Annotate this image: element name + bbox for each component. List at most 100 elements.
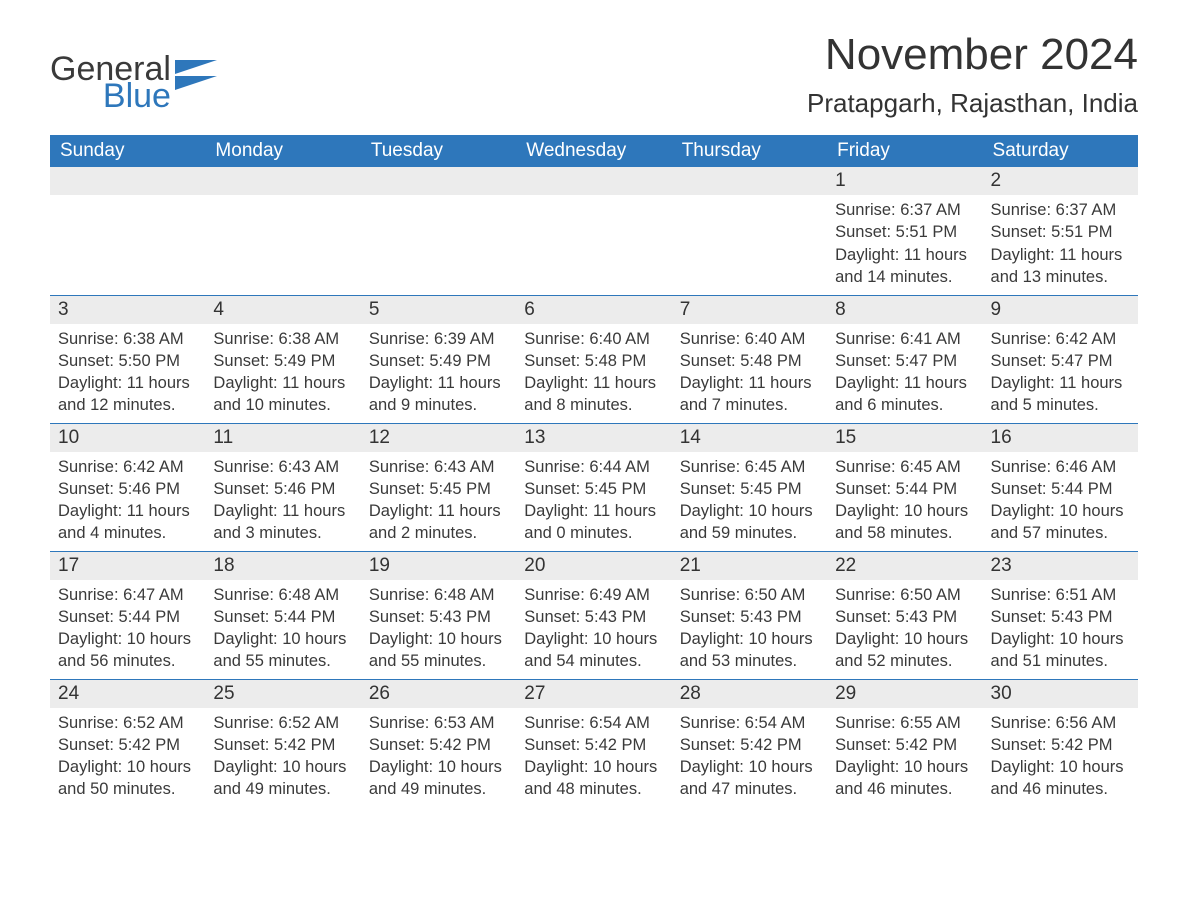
sunset-text: Sunset: 5:43 PM: [991, 606, 1130, 628]
sunrise-text: Sunrise: 6:40 AM: [680, 328, 819, 350]
calendar-day-cell: 20Sunrise: 6:49 AMSunset: 5:43 PMDayligh…: [516, 551, 671, 679]
calendar-day-cell: 18Sunrise: 6:48 AMSunset: 5:44 PMDayligh…: [205, 551, 360, 679]
daylight-text: Daylight: 11 hours and 3 minutes.: [213, 500, 352, 545]
title-block: November 2024 Pratapgarh, Rajasthan, Ind…: [807, 30, 1138, 119]
sunrise-text: Sunrise: 6:54 AM: [524, 712, 663, 734]
sunset-text: Sunset: 5:48 PM: [524, 350, 663, 372]
sunrise-text: Sunrise: 6:50 AM: [680, 584, 819, 606]
daylight-text: Daylight: 11 hours and 9 minutes.: [369, 372, 508, 417]
day-details: Sunrise: 6:38 AMSunset: 5:49 PMDaylight:…: [205, 324, 360, 423]
sunrise-text: Sunrise: 6:50 AM: [835, 584, 974, 606]
daylight-text: Daylight: 10 hours and 49 minutes.: [213, 756, 352, 801]
day-number: 5: [361, 296, 516, 324]
day-details: Sunrise: 6:52 AMSunset: 5:42 PMDaylight:…: [205, 708, 360, 807]
day-number: 10: [50, 424, 205, 452]
day-number: [205, 167, 360, 195]
day-details: Sunrise: 6:48 AMSunset: 5:44 PMDaylight:…: [205, 580, 360, 679]
sunset-text: Sunset: 5:43 PM: [835, 606, 974, 628]
sunrise-text: Sunrise: 6:44 AM: [524, 456, 663, 478]
daylight-text: Daylight: 10 hours and 47 minutes.: [680, 756, 819, 801]
sunrise-text: Sunrise: 6:52 AM: [58, 712, 197, 734]
logo-text-block: General Blue: [50, 54, 171, 112]
sunset-text: Sunset: 5:44 PM: [835, 478, 974, 500]
daylight-text: Daylight: 10 hours and 46 minutes.: [991, 756, 1130, 801]
calendar-week-row: 3Sunrise: 6:38 AMSunset: 5:50 PMDaylight…: [50, 295, 1138, 423]
daylight-text: Daylight: 10 hours and 59 minutes.: [680, 500, 819, 545]
day-number: 27: [516, 680, 671, 708]
calendar-day-cell: [50, 167, 205, 295]
day-details: Sunrise: 6:54 AMSunset: 5:42 PMDaylight:…: [516, 708, 671, 807]
weekday-header: Monday: [205, 135, 360, 167]
calendar-day-cell: 6Sunrise: 6:40 AMSunset: 5:48 PMDaylight…: [516, 295, 671, 423]
day-details: Sunrise: 6:43 AMSunset: 5:45 PMDaylight:…: [361, 452, 516, 551]
calendar-day-cell: 19Sunrise: 6:48 AMSunset: 5:43 PMDayligh…: [361, 551, 516, 679]
day-details: Sunrise: 6:55 AMSunset: 5:42 PMDaylight:…: [827, 708, 982, 807]
calendar-day-cell: 26Sunrise: 6:53 AMSunset: 5:42 PMDayligh…: [361, 679, 516, 807]
daylight-text: Daylight: 10 hours and 56 minutes.: [58, 628, 197, 673]
day-number: 6: [516, 296, 671, 324]
daylight-text: Daylight: 10 hours and 46 minutes.: [835, 756, 974, 801]
day-number: 30: [983, 680, 1138, 708]
sunset-text: Sunset: 5:44 PM: [213, 606, 352, 628]
calendar-day-cell: 28Sunrise: 6:54 AMSunset: 5:42 PMDayligh…: [672, 679, 827, 807]
sunset-text: Sunset: 5:43 PM: [524, 606, 663, 628]
day-number: 11: [205, 424, 360, 452]
daylight-text: Daylight: 11 hours and 13 minutes.: [991, 244, 1130, 289]
day-number: 12: [361, 424, 516, 452]
daylight-text: Daylight: 11 hours and 2 minutes.: [369, 500, 508, 545]
calendar-day-cell: 9Sunrise: 6:42 AMSunset: 5:47 PMDaylight…: [983, 295, 1138, 423]
sunrise-text: Sunrise: 6:47 AM: [58, 584, 197, 606]
daylight-text: Daylight: 10 hours and 54 minutes.: [524, 628, 663, 673]
day-details: Sunrise: 6:42 AMSunset: 5:47 PMDaylight:…: [983, 324, 1138, 423]
sunrise-text: Sunrise: 6:40 AM: [524, 328, 663, 350]
calendar-week-row: 10Sunrise: 6:42 AMSunset: 5:46 PMDayligh…: [50, 423, 1138, 551]
calendar-week-row: 1Sunrise: 6:37 AMSunset: 5:51 PMDaylight…: [50, 167, 1138, 295]
sunset-text: Sunset: 5:47 PM: [835, 350, 974, 372]
weekday-header: Thursday: [672, 135, 827, 167]
calendar-day-cell: 11Sunrise: 6:43 AMSunset: 5:46 PMDayligh…: [205, 423, 360, 551]
day-number: 18: [205, 552, 360, 580]
sunset-text: Sunset: 5:46 PM: [213, 478, 352, 500]
day-details: Sunrise: 6:51 AMSunset: 5:43 PMDaylight:…: [983, 580, 1138, 679]
day-number: [361, 167, 516, 195]
calendar-day-cell: 10Sunrise: 6:42 AMSunset: 5:46 PMDayligh…: [50, 423, 205, 551]
calendar-body: 1Sunrise: 6:37 AMSunset: 5:51 PMDaylight…: [50, 167, 1138, 807]
day-number: 16: [983, 424, 1138, 452]
calendar-week-row: 17Sunrise: 6:47 AMSunset: 5:44 PMDayligh…: [50, 551, 1138, 679]
day-number: 25: [205, 680, 360, 708]
calendar-day-cell: 23Sunrise: 6:51 AMSunset: 5:43 PMDayligh…: [983, 551, 1138, 679]
daylight-text: Daylight: 11 hours and 12 minutes.: [58, 372, 197, 417]
day-number: 22: [827, 552, 982, 580]
daylight-text: Daylight: 10 hours and 50 minutes.: [58, 756, 197, 801]
sunset-text: Sunset: 5:45 PM: [680, 478, 819, 500]
day-details: Sunrise: 6:45 AMSunset: 5:45 PMDaylight:…: [672, 452, 827, 551]
daylight-text: Daylight: 10 hours and 55 minutes.: [213, 628, 352, 673]
sunrise-text: Sunrise: 6:53 AM: [369, 712, 508, 734]
sunrise-text: Sunrise: 6:48 AM: [213, 584, 352, 606]
calendar-day-cell: 7Sunrise: 6:40 AMSunset: 5:48 PMDaylight…: [672, 295, 827, 423]
daylight-text: Daylight: 11 hours and 6 minutes.: [835, 372, 974, 417]
daylight-text: Daylight: 10 hours and 48 minutes.: [524, 756, 663, 801]
sunrise-text: Sunrise: 6:43 AM: [369, 456, 508, 478]
day-number: 13: [516, 424, 671, 452]
calendar-day-cell: 25Sunrise: 6:52 AMSunset: 5:42 PMDayligh…: [205, 679, 360, 807]
weekday-header: Friday: [827, 135, 982, 167]
sunset-text: Sunset: 5:42 PM: [369, 734, 508, 756]
calendar-day-cell: 14Sunrise: 6:45 AMSunset: 5:45 PMDayligh…: [672, 423, 827, 551]
calendar-header-row: SundayMondayTuesdayWednesdayThursdayFrid…: [50, 135, 1138, 167]
sunrise-text: Sunrise: 6:52 AM: [213, 712, 352, 734]
daylight-text: Daylight: 10 hours and 51 minutes.: [991, 628, 1130, 673]
calendar-day-cell: 8Sunrise: 6:41 AMSunset: 5:47 PMDaylight…: [827, 295, 982, 423]
location-subtitle: Pratapgarh, Rajasthan, India: [807, 88, 1138, 119]
day-number: 19: [361, 552, 516, 580]
day-number: 7: [672, 296, 827, 324]
calendar-week-row: 24Sunrise: 6:52 AMSunset: 5:42 PMDayligh…: [50, 679, 1138, 807]
brand-logo: General Blue: [50, 30, 217, 112]
sunrise-text: Sunrise: 6:46 AM: [991, 456, 1130, 478]
day-number: 4: [205, 296, 360, 324]
daylight-text: Daylight: 10 hours and 52 minutes.: [835, 628, 974, 673]
day-details: Sunrise: 6:52 AMSunset: 5:42 PMDaylight:…: [50, 708, 205, 807]
day-number: 3: [50, 296, 205, 324]
calendar-day-cell: 30Sunrise: 6:56 AMSunset: 5:42 PMDayligh…: [983, 679, 1138, 807]
calendar-day-cell: 16Sunrise: 6:46 AMSunset: 5:44 PMDayligh…: [983, 423, 1138, 551]
